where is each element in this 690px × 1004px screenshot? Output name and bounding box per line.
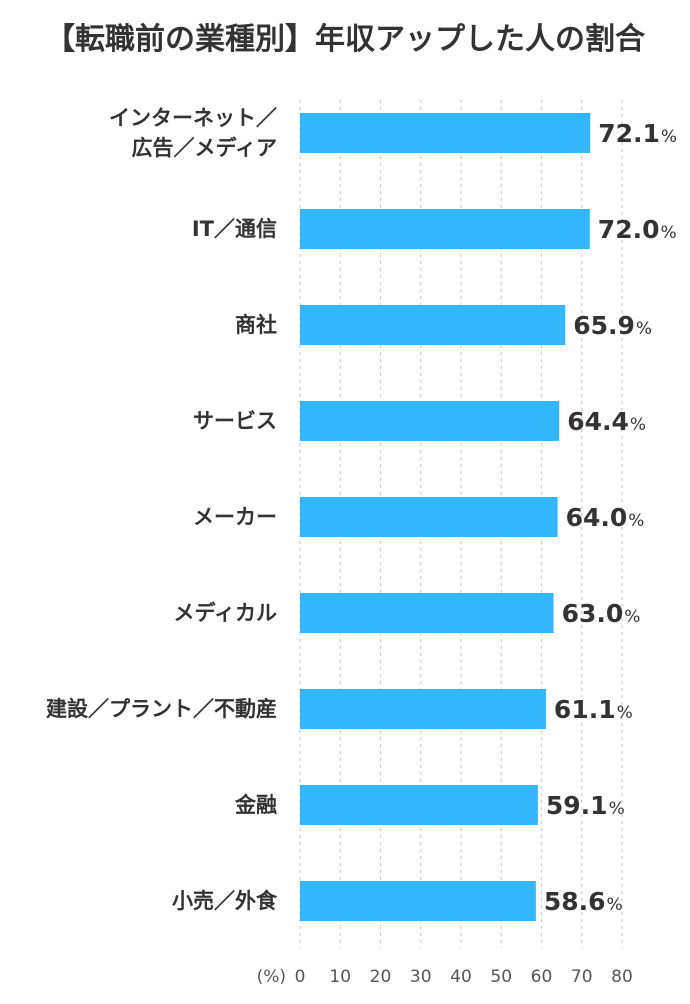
- bar: [300, 881, 536, 921]
- chart-title: 【転職前の業種別】年収アップした人の割合: [45, 22, 645, 57]
- x-axis: 0 10 20 30 40 50 60 70 80 (%): [257, 967, 633, 987]
- category-label: メディカル: [173, 601, 277, 625]
- x-tick-label: 80: [611, 967, 633, 987]
- value-label: 64.4%: [567, 407, 646, 436]
- category-label: 建設／プラント／不動産: [46, 697, 277, 721]
- bar: [300, 209, 590, 249]
- category-label: 商社: [235, 313, 277, 337]
- bar: [300, 305, 566, 345]
- value-unit: %: [636, 319, 652, 339]
- value-label: 58.6%: [544, 887, 623, 916]
- value-unit: %: [607, 895, 623, 915]
- bar: [300, 497, 558, 537]
- x-tick-label: 30: [410, 967, 432, 987]
- value-unit: %: [660, 223, 676, 243]
- value-label: 63.0%: [562, 599, 641, 628]
- category-label: 金融: [234, 793, 277, 817]
- value-label: 72.0%: [598, 215, 677, 244]
- value-unit: %: [630, 415, 646, 435]
- value-unit: %: [624, 607, 640, 627]
- category-labels: インターネット／ 広告／メディア IT／通信商社サービスメーカーメディカル建設／プラ…: [46, 106, 278, 913]
- bar: [300, 401, 560, 441]
- value-unit: %: [661, 127, 677, 147]
- bars: [300, 113, 591, 921]
- category-label: メーカー: [193, 505, 277, 529]
- x-tick-label: 70: [571, 967, 593, 987]
- value-label: 64.0%: [566, 503, 645, 532]
- value-label: 61.1%: [554, 695, 633, 724]
- x-unit-label: (%): [257, 967, 286, 987]
- x-tick-label: 40: [450, 967, 472, 987]
- x-tick-label: 0: [295, 967, 306, 987]
- value-unit: %: [628, 511, 644, 531]
- value-unit: %: [609, 799, 625, 819]
- x-tick-label: 10: [329, 967, 351, 987]
- category-label: IT／通信: [192, 217, 277, 241]
- value-label: 65.9%: [573, 311, 652, 340]
- category-label: 広告／メディア: [131, 136, 277, 160]
- x-tick-label: 60: [531, 967, 553, 987]
- bar: [300, 785, 538, 825]
- bar: [300, 593, 554, 633]
- category-label: インターネット／: [109, 106, 277, 130]
- category-label: 小売／外食: [172, 889, 278, 913]
- category-label: サービス: [193, 409, 277, 433]
- bar: [300, 113, 591, 153]
- bar: [300, 689, 546, 729]
- value-label: 72.1%: [598, 119, 677, 148]
- x-tick-label: 20: [370, 967, 392, 987]
- value-unit: %: [617, 703, 633, 723]
- x-tick-label: 50: [490, 967, 512, 987]
- value-label: 59.1%: [546, 791, 625, 820]
